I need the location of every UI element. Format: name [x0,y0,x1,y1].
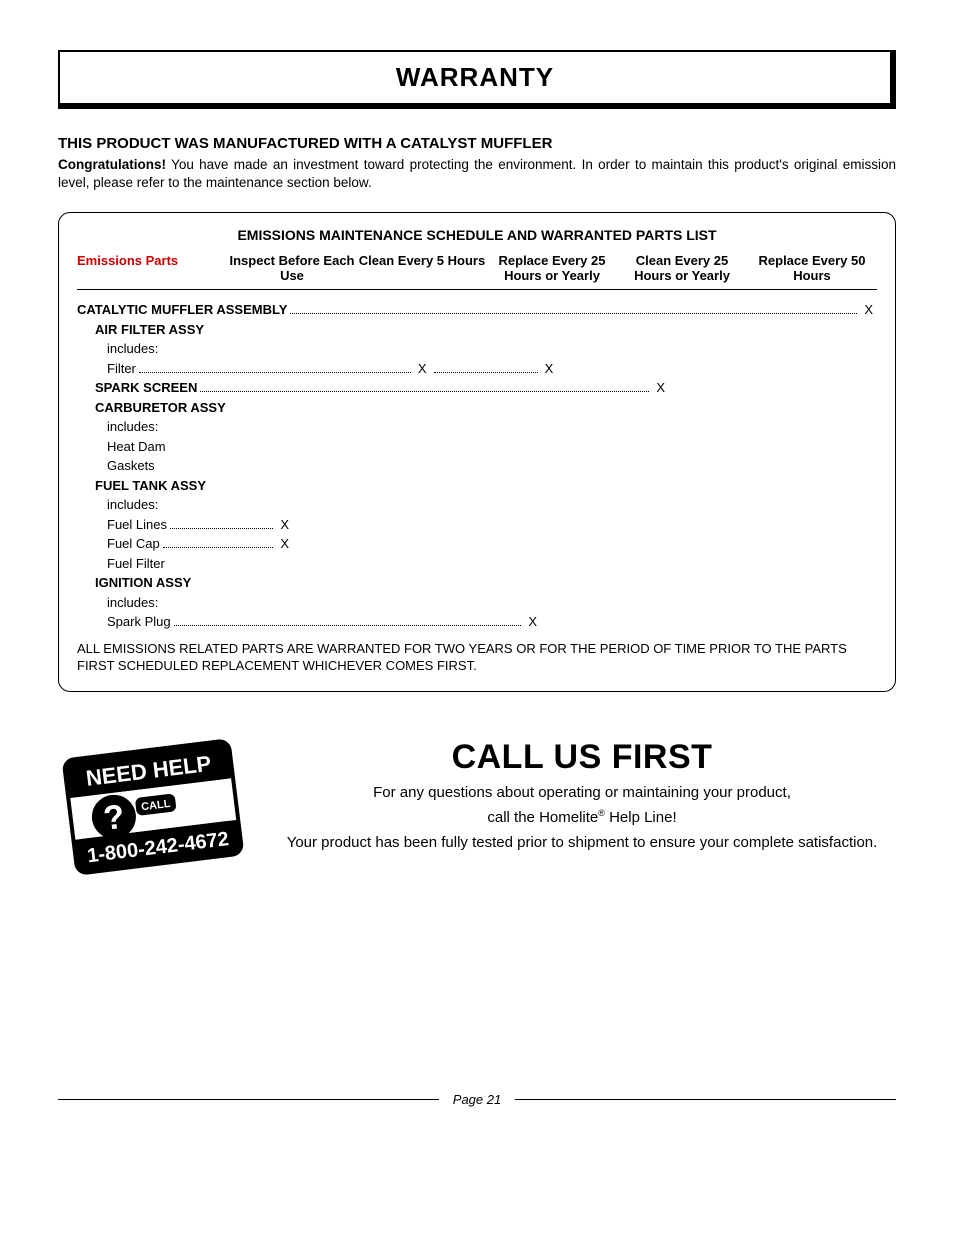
col-header-parts: Emissions Parts [77,253,227,283]
part-label: Fuel Lines [77,515,167,535]
col-header-clean25: Clean Every 25 Hours or Yearly [617,253,747,283]
schedule-mark: X [276,515,293,535]
part-label: includes: [77,495,158,515]
registered-mark: ® [598,808,605,818]
table-row: Gaskets [77,456,877,476]
schedule-header-row: Emissions Parts Inspect Before Each Use … [77,253,877,290]
part-label: includes: [77,339,158,359]
footer-rule-left [58,1099,439,1100]
subheading: THIS PRODUCT WAS MANUFACTURED WITH A CAT… [58,135,896,152]
table-row: includes: [77,495,877,515]
schedule-note: ALL EMISSIONS RELATED PARTS ARE WARRANTE… [77,640,877,675]
table-row: AIR FILTER ASSY [77,320,877,340]
table-row: Spark Plug X [77,612,877,632]
table-row: includes: [77,593,877,613]
schedule-mark: X [860,300,877,320]
schedule-mark: X [276,534,293,554]
col-header-replace50: Replace Every 50 Hours [747,253,877,283]
part-label: Fuel Cap [77,534,160,554]
table-row: Filter X X [77,359,877,379]
part-label: CARBURETOR ASSY [77,398,226,418]
call-us-title: CALL US FIRST [268,738,896,777]
part-label: Filter [77,359,136,379]
schedule-body: CATALYTIC MUFFLER ASSEMBLY X AIR FILTER AS… [77,300,877,632]
part-label: Fuel Filter [77,554,165,574]
schedule-mark: X [414,359,431,379]
page-footer: Page 21 [58,1092,896,1107]
part-label: Gaskets [77,456,155,476]
col-header-clean5: Clean Every 5 Hours [357,253,487,283]
schedule-mark: X [541,359,558,379]
part-label: Spark Plug [77,612,171,632]
footer-rule-right [515,1099,896,1100]
call-us-line3: Your product has been fully tested prior… [268,833,896,853]
intro-bold: Congratulations! [58,157,166,172]
part-label: IGNITION ASSY [77,573,191,593]
page-number: Page 21 [439,1092,515,1107]
table-row: Fuel Cap X [77,534,877,554]
table-row: Fuel Lines X [77,515,877,535]
maintenance-schedule-box: EMISSIONS MAINTENANCE SCHEDULE AND WARRA… [58,212,896,692]
intro-paragraph: Congratulations! You have made an invest… [58,156,896,192]
table-row: Fuel Filter [77,554,877,574]
page-title-frame: WARRANTY [58,50,896,109]
schedule-mark: X [652,378,669,398]
part-label: SPARK SCREEN [77,378,197,398]
need-help-badge: NEED HELP ? CALL 1-800-242-4672 [58,732,248,882]
table-row: IGNITION ASSY [77,573,877,593]
table-row: CARBURETOR ASSY [77,398,877,418]
table-row: includes: [77,417,877,437]
part-label: FUEL TANK ASSY [77,476,206,496]
part-label: includes: [77,417,158,437]
col-header-replace25: Replace Every 25 Hours or Yearly [487,253,617,283]
call-us-text-block: CALL US FIRST For any questions about op… [268,732,896,857]
col-header-inspect: Inspect Before Each Use [227,253,357,283]
call-us-section: NEED HELP ? CALL 1-800-242-4672 CALL US … [58,732,896,882]
schedule-mark: X [524,612,541,632]
part-label: includes: [77,593,158,613]
part-label: CATALYTIC MUFFLER ASSEMBLY [77,300,287,320]
part-label: Heat Dam [77,437,166,457]
schedule-title: EMISSIONS MAINTENANCE SCHEDULE AND WARRA… [77,227,877,243]
call-us-line1: For any questions about operating or mai… [268,783,896,803]
table-row: CATALYTIC MUFFLER ASSEMBLY X [77,300,877,320]
table-row: Heat Dam [77,437,877,457]
part-label: AIR FILTER ASSY [77,320,204,340]
intro-rest: You have made an investment toward prote… [58,157,896,190]
table-row: includes: [77,339,877,359]
call-us-line2: call the Homelite® Help Line! [268,807,896,828]
table-row: SPARK SCREEN X [77,378,877,398]
table-row: FUEL TANK ASSY [77,476,877,496]
page-title: WARRANTY [60,62,890,93]
